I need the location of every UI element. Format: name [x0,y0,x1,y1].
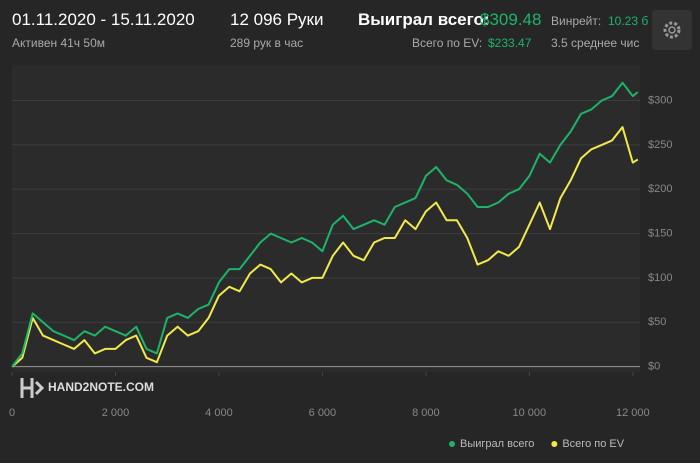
y-tick-label: $100 [648,272,672,284]
active-time: Активен 41ч 50м [12,36,105,50]
x-tick-label: 10 000 [513,407,547,419]
header: 01.11.2020 - 15.11.2020 Активен 41ч 50м … [0,0,650,60]
watermark-logo [20,378,45,398]
series-line [11,126,639,368]
y-tick-label: $0 [648,361,660,373]
x-tick-label: 6 000 [309,407,337,419]
settings-button[interactable] [652,10,692,50]
legend-label: Всего по EV [562,438,624,450]
winrate-value: 10.23 б [608,14,649,28]
avg-label: 3.5 среднее чис [551,36,640,50]
ev-label: Всего по EV: [412,36,483,50]
y-tick-label: $300 [648,94,672,106]
plot-area [12,65,640,372]
legend-marker [449,441,455,447]
y-tick-label: $200 [648,183,672,195]
legend-marker [551,441,558,447]
winrate-label: Винрейт: [551,14,602,28]
date-range: 01.11.2020 - 15.11.2020 [12,10,195,29]
legend-label: Выиграл всего [460,438,534,450]
x-tick-label: 2 000 [102,407,130,419]
x-tick-label: 0 [9,407,15,419]
series-line [11,81,639,368]
gear-icon [663,21,681,39]
won-value: $309.48 [480,10,542,29]
watermark: HAND2NOTE.COM [48,380,154,394]
y-tick-label: $250 [648,139,672,151]
hands: 12 096 Руки [230,10,324,29]
y-tick-label: $50 [648,316,666,328]
y-tick-label: $150 [648,227,672,239]
ev-value: $233.47 [488,36,532,50]
won-label: Выиграл всего: [358,10,490,29]
x-tick-label: 4 000 [205,407,233,419]
hands-per-hour: 289 рук в час [230,36,304,50]
x-tick-label: 12 000 [616,407,650,419]
x-tick-label: 8 000 [412,407,440,419]
